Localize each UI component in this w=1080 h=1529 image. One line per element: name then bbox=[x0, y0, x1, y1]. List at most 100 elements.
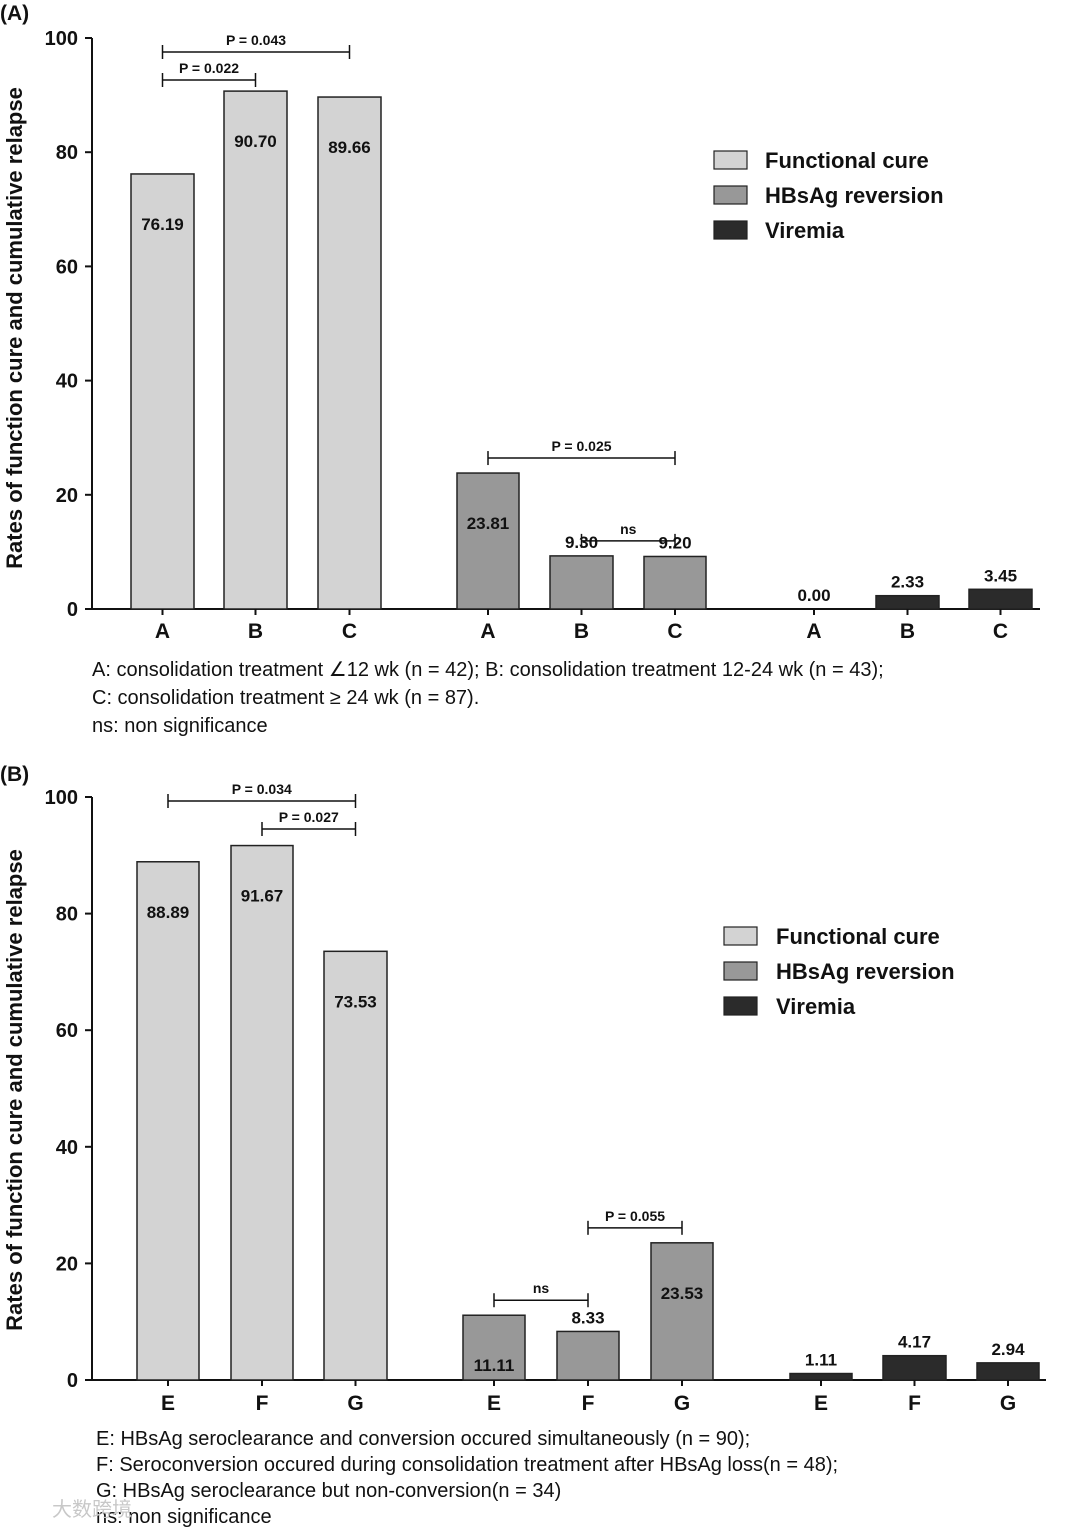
bar-value-label: 89.66 bbox=[328, 138, 371, 157]
category-label: F bbox=[582, 1392, 595, 1415]
category-label: B bbox=[574, 620, 589, 643]
y-tick-label: 60 bbox=[56, 256, 78, 278]
bar-hbsag-reversion-g bbox=[650, 1242, 714, 1381]
category-label: G bbox=[674, 1392, 690, 1415]
significance-bracket: ns bbox=[580, 521, 676, 548]
bar-viremia-e bbox=[789, 1372, 853, 1381]
bar-viremia-g bbox=[976, 1362, 1040, 1381]
legend-label: Viremia bbox=[776, 994, 856, 1019]
category-label: C bbox=[342, 620, 357, 643]
bar-value-label: 73.53 bbox=[334, 992, 377, 1011]
significance-bracket: ns bbox=[493, 1280, 589, 1308]
footnote-line: ns: non significance bbox=[96, 1506, 272, 1528]
y-tick-label: 100 bbox=[45, 28, 78, 50]
p-value-label: P = 0.034 bbox=[232, 781, 292, 797]
y-tick-label: 80 bbox=[56, 904, 78, 926]
bar-value-label: 76.19 bbox=[141, 215, 184, 234]
legend-label: Functional cure bbox=[776, 924, 940, 949]
y-axis-title: Rates of function cure and cumulative re… bbox=[2, 87, 27, 569]
significance-bracket: P = 0.034 bbox=[167, 781, 357, 808]
category-label: C bbox=[667, 620, 682, 643]
p-value-label: P = 0.055 bbox=[605, 1208, 665, 1224]
category-label: G bbox=[347, 1392, 363, 1415]
y-tick-label: 20 bbox=[56, 485, 78, 507]
panel-label: (B) bbox=[0, 763, 29, 786]
watermark-text: 大数跨境 bbox=[52, 1497, 132, 1521]
bar-value-label: 1.11 bbox=[805, 1351, 837, 1370]
legend-swatch bbox=[723, 996, 758, 1016]
footnote-line: F: Seroconversion occured during consoli… bbox=[96, 1454, 838, 1476]
y-axis-title: Rates of function cure and cumulative re… bbox=[2, 849, 27, 1331]
bar-value-label: 88.89 bbox=[147, 903, 190, 922]
significance-bracket: P = 0.025 bbox=[487, 438, 676, 466]
bar-functional-cure-a bbox=[130, 173, 195, 610]
bar-value-label: 91.67 bbox=[241, 887, 284, 906]
p-value-label: P = 0.027 bbox=[279, 809, 339, 825]
y-tick-label: 0 bbox=[67, 599, 78, 621]
bar-value-label: 8.33 bbox=[571, 1308, 604, 1327]
category-label: A bbox=[155, 620, 170, 643]
footnote-line: G: HBsAg seroclearance but non-conversio… bbox=[96, 1480, 561, 1502]
significance-bracket: P = 0.043 bbox=[161, 32, 351, 59]
y-tick-label: 60 bbox=[56, 1020, 78, 1042]
y-tick-label: 40 bbox=[56, 1137, 78, 1159]
chart-panel-a: (A) Rates of function cure and cumulative… bbox=[0, 2, 1040, 737]
legend-swatch bbox=[723, 926, 758, 946]
bar-hbsag-reversion-a bbox=[456, 472, 520, 610]
category-label: B bbox=[248, 620, 263, 643]
category-label: A bbox=[480, 620, 495, 643]
bar-functional-cure-g bbox=[323, 950, 388, 1381]
legend-label: HBsAg reversion bbox=[765, 183, 944, 208]
legend-swatch bbox=[723, 961, 758, 981]
category-label: G bbox=[1000, 1392, 1016, 1415]
category-label: C bbox=[993, 620, 1008, 643]
category-label: E bbox=[814, 1392, 828, 1415]
y-tick-label: 40 bbox=[56, 371, 78, 393]
bar-hbsag-reversion-f bbox=[556, 1330, 620, 1381]
y-tick-label: 0 bbox=[67, 1370, 78, 1392]
footnote-line: ns: non significance bbox=[92, 715, 268, 737]
p-value-label: ns bbox=[533, 1280, 550, 1296]
bar-value-label: 23.81 bbox=[467, 514, 510, 533]
category-label: F bbox=[908, 1392, 921, 1415]
category-label: B bbox=[900, 620, 915, 643]
bar-value-label: 0.00 bbox=[797, 586, 830, 605]
footnote-line: A: consolidation treatment ∠12 wk (n = 4… bbox=[92, 659, 884, 681]
significance-bracket: P = 0.055 bbox=[587, 1208, 683, 1235]
bar-value-label: 4.17 bbox=[898, 1333, 931, 1352]
p-value-label: ns bbox=[620, 521, 637, 537]
bar-viremia-c bbox=[968, 588, 1033, 610]
bar-value-label: 2.33 bbox=[891, 573, 924, 592]
footnote-line: C: consolidation treatment ≥ 24 wk (n = … bbox=[92, 687, 479, 709]
bar-viremia-f bbox=[882, 1354, 947, 1381]
legend-label: Functional cure bbox=[765, 148, 929, 173]
legend-label: Viremia bbox=[765, 218, 845, 243]
bar-functional-cure-e bbox=[136, 861, 200, 1381]
category-label: F bbox=[256, 1392, 269, 1415]
legend-swatch bbox=[713, 150, 748, 170]
bar-hbsag-reversion-e bbox=[462, 1314, 526, 1381]
bar-value-label: 3.45 bbox=[984, 566, 1017, 585]
category-label: E bbox=[487, 1392, 501, 1415]
bar-functional-cure-f bbox=[230, 844, 294, 1381]
bar-functional-cure-c bbox=[317, 96, 382, 610]
panel-label: (A) bbox=[0, 2, 29, 25]
legend-swatch bbox=[713, 185, 748, 205]
bar-viremia-b bbox=[875, 594, 940, 610]
bar-value-label: 90.70 bbox=[234, 132, 277, 151]
bar-value-label: 23.53 bbox=[661, 1284, 704, 1303]
category-label: A bbox=[806, 620, 821, 643]
significance-bracket: P = 0.022 bbox=[161, 60, 257, 87]
category-label: E bbox=[161, 1392, 175, 1415]
bar-hbsag-reversion-b bbox=[549, 555, 614, 610]
p-value-label: P = 0.025 bbox=[551, 438, 611, 454]
bar-value-label: 11.11 bbox=[474, 1356, 515, 1375]
legend-swatch bbox=[713, 220, 748, 240]
y-tick-label: 20 bbox=[56, 1253, 78, 1275]
footnote-line: E: HBsAg seroclearance and conversion oc… bbox=[96, 1428, 750, 1450]
p-value-label: P = 0.043 bbox=[226, 32, 286, 48]
chart-panel-b: (B) Rates of function cure and cumulative… bbox=[0, 763, 1046, 1528]
y-tick-label: 80 bbox=[56, 142, 78, 164]
bar-hbsag-reversion-c bbox=[643, 555, 707, 610]
